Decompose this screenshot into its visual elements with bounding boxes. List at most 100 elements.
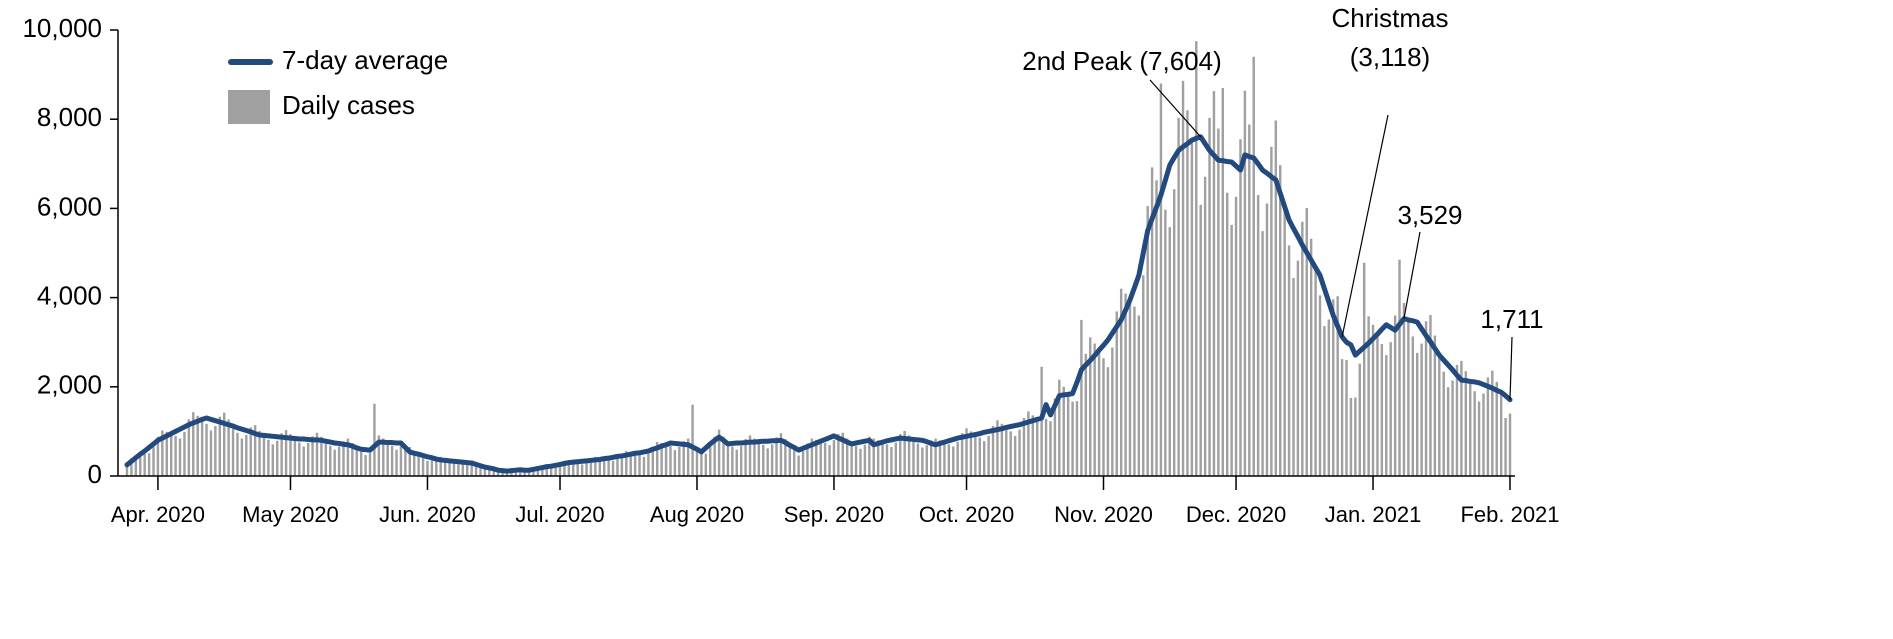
bar [1283,206,1286,476]
bar [943,442,946,476]
bar [527,469,531,476]
bar [1486,377,1490,476]
annotation: 3,529 [1397,200,1463,319]
bar [846,438,849,476]
bar [125,463,129,476]
bar [832,439,836,476]
bar [1053,398,1057,476]
bar [876,440,880,476]
bar [837,434,840,476]
bar [1367,316,1370,476]
bar [1309,238,1313,476]
bar [872,438,875,476]
bar [1429,314,1432,476]
bar [956,441,959,476]
bar [1106,367,1110,476]
bar [664,444,668,476]
bar [1062,386,1065,476]
bar [731,446,734,476]
bar [1164,209,1167,476]
bar [222,412,226,476]
bar [236,432,239,476]
bar [1071,401,1074,476]
bar [801,451,805,476]
bar [130,458,133,476]
bar [921,447,924,476]
bar [315,432,319,476]
bar [364,455,367,476]
bar [1199,204,1202,476]
bar [421,457,425,476]
bar [311,436,314,476]
bar [1296,260,1300,476]
y-tick-label: 2,000 [37,370,102,400]
bar [1252,56,1255,476]
bar [1137,315,1141,476]
bar [1119,288,1123,476]
bar [320,436,323,476]
bar [1225,192,1229,477]
bar [1287,245,1291,476]
bar [1499,392,1503,476]
bar [629,451,632,476]
bar [1371,324,1375,476]
bar [642,456,646,476]
bar [1022,418,1026,476]
bar [1504,418,1507,476]
bar [1058,379,1061,476]
bar [978,437,981,476]
bar [1013,435,1017,476]
bar [673,450,677,476]
bar [1446,387,1450,476]
annotation-leader [1149,79,1202,138]
bar [1323,326,1326,476]
bar [947,444,951,476]
annotation-label: Christmas [1331,3,1448,33]
bar [231,426,235,476]
bar [762,444,765,476]
bar [1460,360,1463,476]
bar [426,460,429,476]
bar [969,431,973,476]
bar [1314,267,1317,476]
bar [1398,259,1401,476]
bar [1243,90,1247,476]
bar [722,436,725,476]
bar [704,453,708,476]
bar [541,467,544,476]
bar [152,447,155,476]
bar [1340,359,1344,476]
annotation-label: 1,711 [1480,304,1543,334]
bar [792,450,796,476]
bar [377,435,381,476]
bar [1221,87,1225,476]
bar [859,448,862,476]
bar [214,426,217,476]
bar [1482,393,1485,476]
bar [1407,319,1410,476]
bar [1230,224,1233,476]
bar [1049,421,1052,476]
bar [903,430,906,476]
bar [651,446,655,476]
x-tick-label: Nov. 2020 [1054,502,1153,527]
bar [633,453,637,476]
bar [797,455,800,476]
bar [448,460,451,476]
bar [196,415,199,476]
bar [479,465,482,476]
bar [1111,347,1114,476]
annotation: 2nd Peak (7,604) [1022,46,1222,138]
bar [298,442,301,476]
bar [183,431,186,476]
bar [996,420,999,476]
bar [894,442,898,476]
bar [770,444,774,476]
bar [470,460,473,476]
bar [549,467,553,476]
annotation-label: 3,529 [1397,200,1462,230]
bar [488,469,491,476]
bar [417,454,420,476]
bar [991,426,995,476]
